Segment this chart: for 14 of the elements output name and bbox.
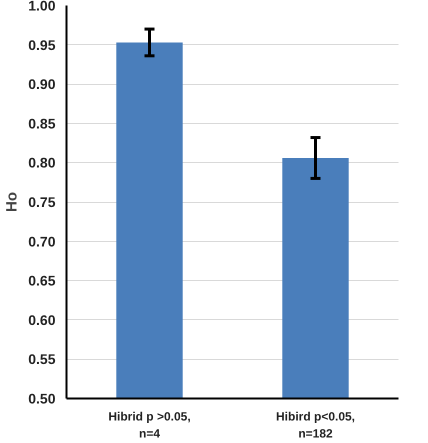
y-tick-label: 0.90 bbox=[28, 76, 56, 92]
y-tick-label: 0.75 bbox=[28, 194, 56, 210]
y-tick-label: 0.85 bbox=[28, 115, 56, 132]
y-tick-label: 1.00 bbox=[28, 0, 56, 14]
y-tick-label: 0.80 bbox=[28, 154, 56, 171]
y-tick-label: 0.50 bbox=[28, 390, 56, 406]
y-tick-label: 0.55 bbox=[28, 351, 56, 368]
y-axis-title: Ho bbox=[3, 192, 20, 212]
y-tick-label: 0.65 bbox=[28, 272, 56, 289]
y-tick-label: 0.60 bbox=[28, 312, 56, 328]
y-tick-label: 0.70 bbox=[28, 233, 56, 250]
x-tick-label: Hibrid p >0.05, n=4 bbox=[108, 410, 191, 440]
y-tick-label: 0.95 bbox=[28, 36, 56, 53]
x-tick-label: Hibird p<0.05, n=182 bbox=[276, 410, 356, 440]
